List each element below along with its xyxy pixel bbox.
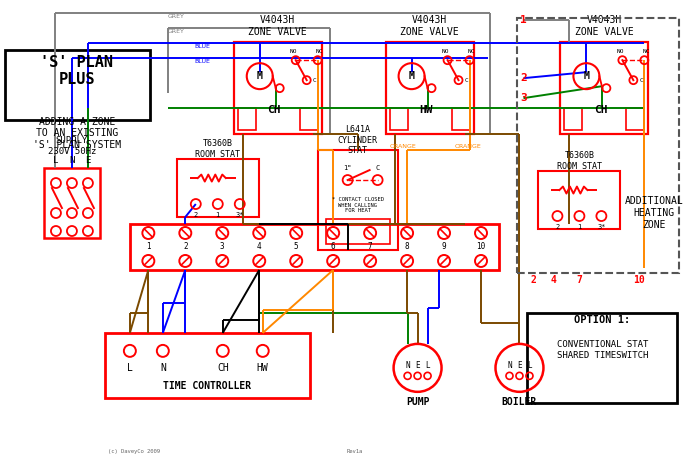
Text: L: L — [53, 155, 59, 165]
Text: 1": 1" — [344, 165, 352, 171]
Text: SUPPLY
230V 50Hz: SUPPLY 230V 50Hz — [48, 136, 96, 156]
Text: M: M — [257, 71, 263, 81]
Bar — [326, 219, 390, 244]
Bar — [451, 108, 469, 130]
Text: E: E — [86, 155, 90, 165]
Text: GREY: GREY — [168, 14, 185, 19]
Text: 2: 2 — [183, 242, 188, 251]
Text: BLUE: BLUE — [195, 59, 210, 64]
Text: OPTION 1:: OPTION 1: — [574, 315, 631, 325]
Text: E: E — [518, 361, 522, 370]
Text: NC: NC — [642, 49, 650, 54]
Text: * CONTACT CLOSED
WHEN CALLING
FOR HEAT: * CONTACT CLOSED WHEN CALLING FOR HEAT — [332, 197, 384, 213]
Text: 7: 7 — [576, 275, 582, 285]
Text: 1: 1 — [216, 212, 220, 218]
Text: TIME CONTROLLER: TIME CONTROLLER — [163, 381, 251, 391]
Text: 3*: 3* — [235, 212, 244, 218]
Bar — [527, 313, 678, 403]
Text: Rev1a: Rev1a — [346, 449, 363, 454]
Text: NO: NO — [290, 49, 297, 54]
Text: HW: HW — [419, 105, 433, 115]
Text: V4043H
ZONE VALVE: V4043H ZONE VALVE — [248, 15, 307, 37]
Text: ORANGE: ORANGE — [390, 144, 416, 148]
Text: BOILER: BOILER — [502, 397, 537, 407]
Text: (c) DaveyCo 2009: (c) DaveyCo 2009 — [108, 449, 160, 454]
Text: 2: 2 — [520, 73, 527, 83]
Text: 10: 10 — [476, 242, 486, 251]
Text: 3: 3 — [220, 242, 224, 251]
Text: 3*: 3* — [597, 224, 606, 230]
Bar — [538, 171, 620, 229]
Text: 4: 4 — [551, 275, 556, 285]
Bar — [299, 108, 317, 130]
Text: C: C — [464, 78, 469, 83]
Text: ORANGE: ORANGE — [455, 144, 482, 148]
Text: GREY: GREY — [168, 29, 185, 34]
Text: M: M — [584, 71, 589, 81]
Bar — [560, 42, 649, 134]
Bar — [627, 108, 644, 130]
Text: 1: 1 — [146, 242, 150, 251]
Text: NC: NC — [468, 49, 475, 54]
Text: E: E — [415, 361, 420, 370]
Text: L: L — [527, 361, 532, 370]
Text: CH: CH — [593, 105, 607, 115]
Text: 6: 6 — [331, 242, 335, 251]
Bar — [234, 42, 322, 134]
Bar — [130, 224, 500, 270]
Text: 8: 8 — [405, 242, 409, 251]
Text: 10: 10 — [633, 275, 645, 285]
Bar — [238, 108, 256, 130]
Text: 1: 1 — [578, 224, 582, 230]
Bar — [5, 50, 150, 120]
Text: ADDING A ZONE
TO AN EXISTING
'S' PLAN SYSTEM: ADDING A ZONE TO AN EXISTING 'S' PLAN SY… — [33, 117, 121, 150]
Bar — [390, 108, 408, 130]
Text: 2: 2 — [194, 212, 198, 218]
Bar — [386, 42, 473, 134]
Text: BLUE: BLUE — [195, 44, 210, 49]
Text: NO: NO — [442, 49, 449, 54]
Text: CONVENTIONAL STAT
SHARED TIMESWITCH: CONVENTIONAL STAT SHARED TIMESWITCH — [557, 340, 648, 359]
Text: M: M — [408, 71, 415, 81]
Text: T6360B
ROOM STAT: T6360B ROOM STAT — [557, 151, 602, 171]
Text: 3: 3 — [520, 93, 527, 103]
Bar — [564, 108, 582, 130]
Text: L: L — [127, 363, 132, 373]
Text: C: C — [640, 78, 643, 83]
Text: N: N — [405, 361, 410, 370]
Text: HW: HW — [257, 363, 268, 373]
Text: 5: 5 — [294, 242, 299, 251]
Text: V4043H
ZONE VALVE: V4043H ZONE VALVE — [400, 15, 459, 37]
Text: N: N — [507, 361, 512, 370]
Text: 2: 2 — [555, 224, 560, 230]
Text: NC: NC — [316, 49, 324, 54]
Text: 9: 9 — [442, 242, 446, 251]
Text: 7: 7 — [368, 242, 373, 251]
Text: N: N — [69, 155, 75, 165]
Text: 4: 4 — [257, 242, 262, 251]
Text: T6360B
ROOM STAT: T6360B ROOM STAT — [195, 139, 240, 159]
Text: CH: CH — [267, 105, 280, 115]
Text: L: L — [425, 361, 430, 370]
Text: NO: NO — [617, 49, 624, 54]
Text: 2: 2 — [531, 275, 536, 285]
Bar — [44, 168, 100, 238]
Text: V4043H
ZONE VALVE: V4043H ZONE VALVE — [575, 15, 633, 37]
Text: 'S' PLAN
PLUS: 'S' PLAN PLUS — [41, 55, 113, 88]
Text: L641A
CYLINDER
STAT: L641A CYLINDER STAT — [337, 125, 377, 155]
Text: PUMP: PUMP — [406, 397, 429, 407]
Text: ADDITIONAL
HEATING
ZONE: ADDITIONAL HEATING ZONE — [625, 197, 684, 230]
Text: C: C — [375, 165, 380, 171]
Text: CH: CH — [217, 363, 228, 373]
Bar — [105, 333, 310, 398]
Text: 1: 1 — [520, 15, 527, 25]
Bar — [177, 159, 259, 217]
Bar — [317, 150, 397, 250]
Text: C: C — [313, 78, 317, 83]
Text: N: N — [160, 363, 166, 373]
